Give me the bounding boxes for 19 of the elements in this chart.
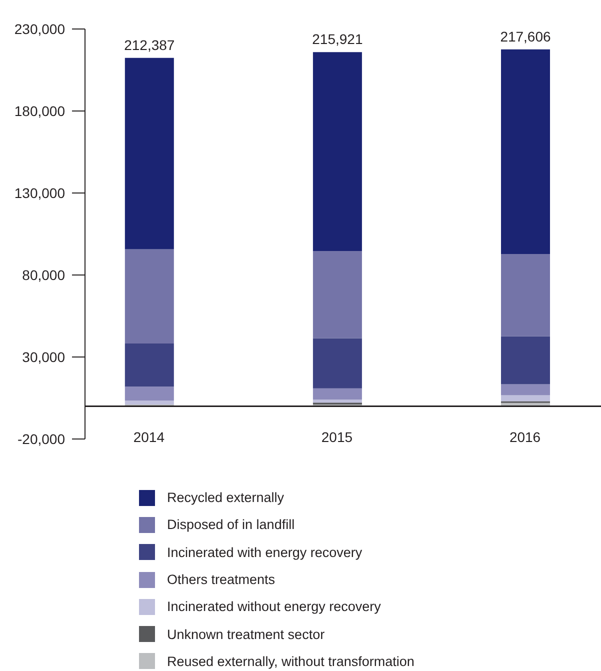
y-tick-label: 130,000 xyxy=(14,184,66,201)
legend-label: Disposed of in landfill xyxy=(167,517,295,532)
legend-label: Unknown treatment sector xyxy=(167,626,325,642)
y-tick-label: 180,000 xyxy=(14,102,66,119)
legend-label: Reused externally, without transformation xyxy=(167,654,414,669)
total-label: 217,606 xyxy=(500,28,552,44)
legend-label: Recycled externally xyxy=(167,490,284,506)
total-label: 212,387 xyxy=(124,36,175,53)
y-tick-label: 30,000 xyxy=(22,348,66,365)
legend-label: Incinerated without energy recovery xyxy=(167,599,381,614)
x-tick-label: 2015 xyxy=(321,429,353,445)
total-label: 215,921 xyxy=(312,31,363,48)
y-tick-label: 230,000 xyxy=(14,20,66,37)
x-tick-label: 2016 xyxy=(509,429,541,445)
legend-label: Others treatments xyxy=(167,572,276,588)
legend-label: Incinerated with energy recovery xyxy=(167,544,362,560)
x-tick-label: 2014 xyxy=(133,429,165,445)
y-tick-label: -20,000 xyxy=(18,430,66,447)
y-tick-label: 80,000 xyxy=(22,266,66,283)
